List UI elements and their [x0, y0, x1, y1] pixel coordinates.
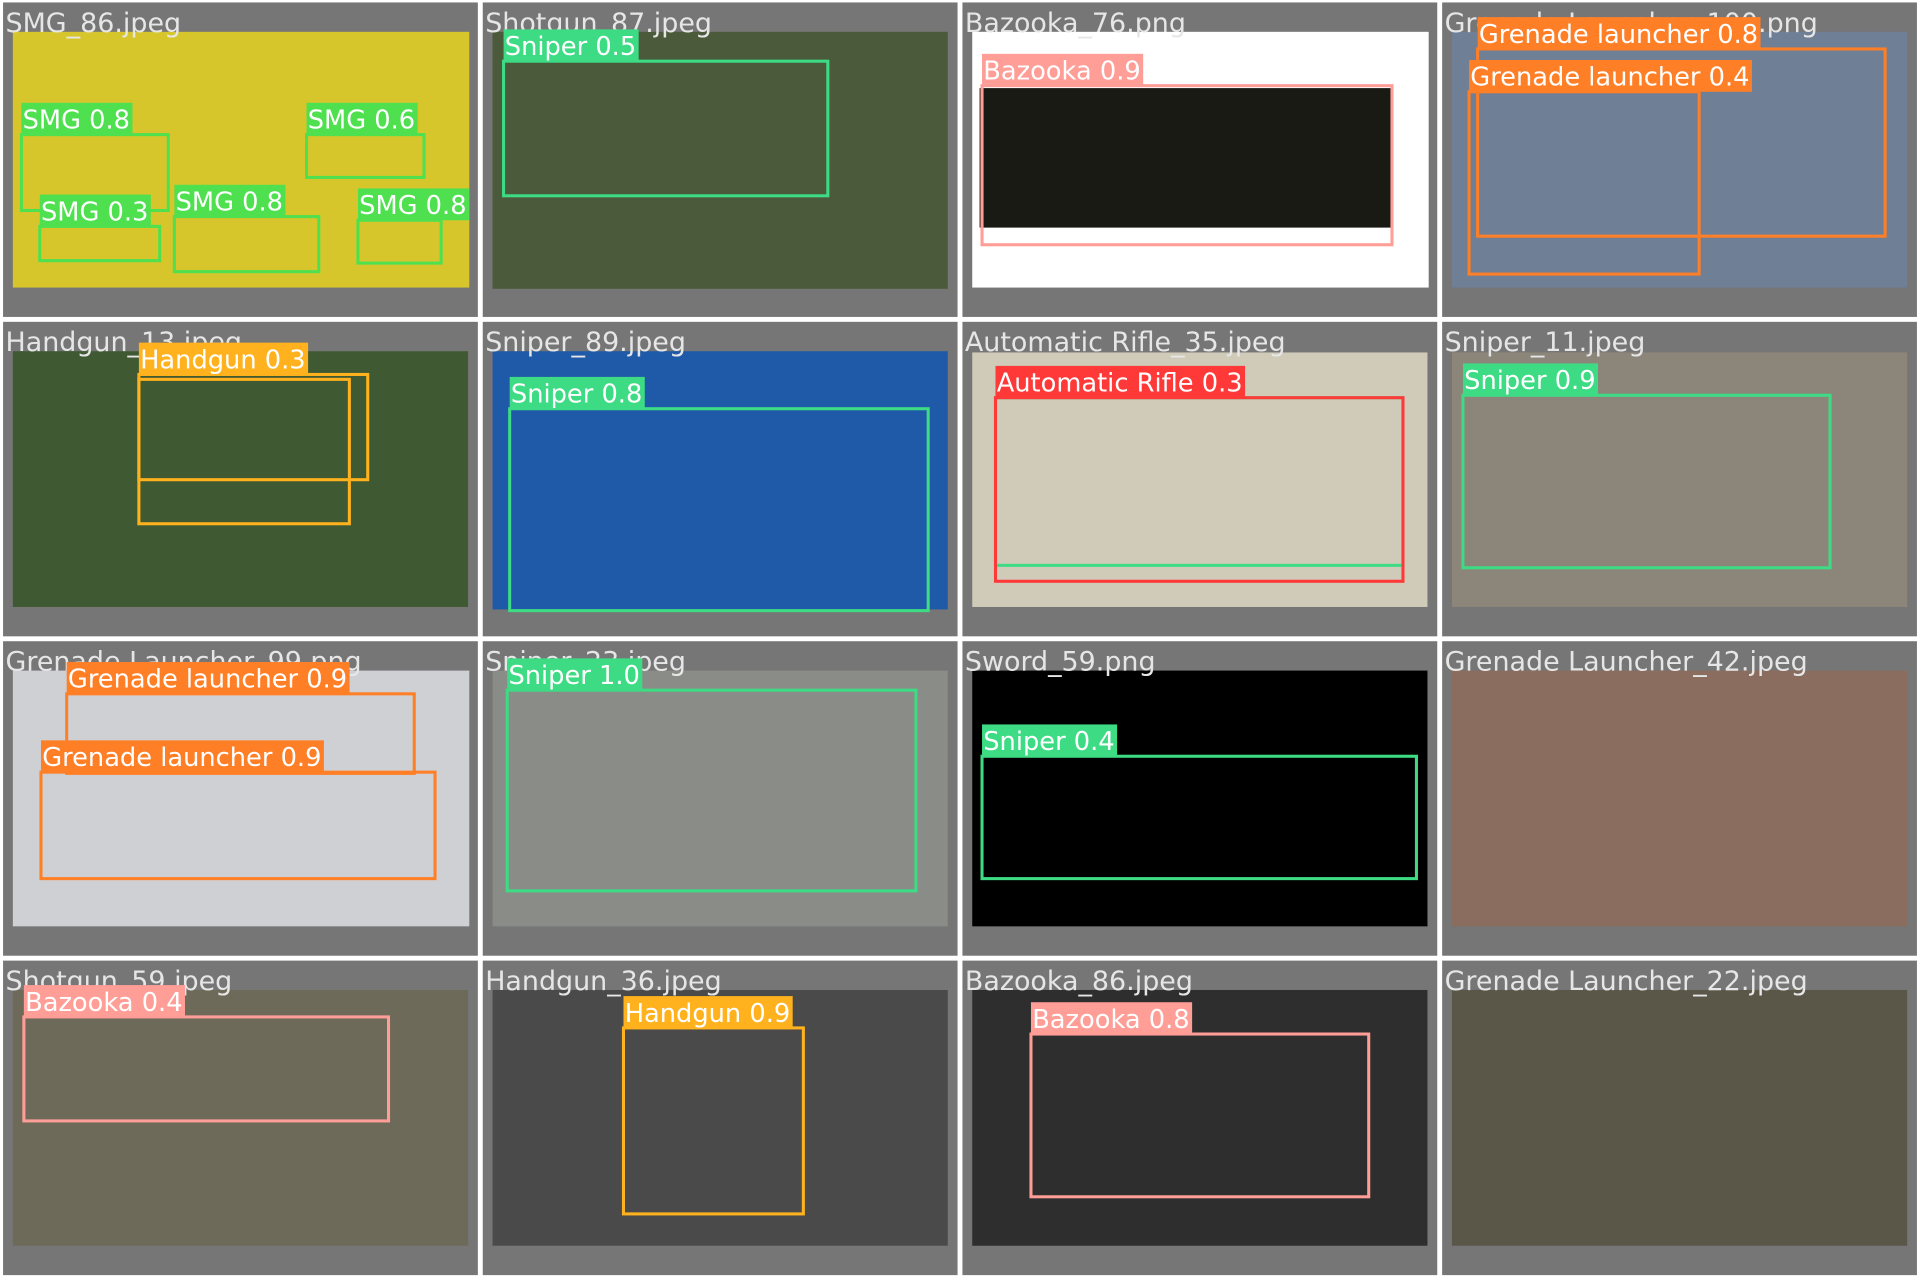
image — [492, 670, 948, 927]
label-background — [982, 724, 1118, 757]
filename: Sniper_89.jpeg — [485, 327, 686, 358]
label-background — [507, 658, 643, 691]
filename: Sword_59.png — [965, 647, 1156, 678]
detection-label: Sniper 1.0 — [508, 661, 639, 691]
label-background — [357, 188, 470, 221]
detection-label: Handgun 0.9 — [625, 999, 791, 1029]
tile: Grenade Launcher_100.pngGrenade launcher… — [1442, 2, 1917, 317]
detection-box — [502, 59, 830, 198]
detection-box — [1461, 393, 1832, 570]
filename: Handgun_36.jpeg — [485, 966, 721, 997]
image — [492, 989, 948, 1246]
tile: Grenade Launcher_99.pngGrenade launcher … — [3, 641, 478, 956]
detection-label: Grenade launcher 0.4 — [1470, 63, 1749, 93]
detection-label: Sniper 0.9 — [1464, 366, 1595, 396]
tile: Bazooka_76.png Bazooka 0.9 — [962, 2, 1438, 317]
image — [12, 670, 470, 927]
tile: Sniper_11.jpeg Sniper 0.9 — [1442, 321, 1917, 637]
image — [12, 989, 469, 1246]
detection-label: Sniper 0.5 — [505, 32, 636, 62]
image — [492, 31, 948, 289]
tile: Grenade Launcher_22.jpeg — [1442, 960, 1917, 1276]
filename: Automatic Rifle_35.jpeg — [965, 327, 1286, 358]
tile: Sword_59.png Sniper 0.4 — [962, 641, 1438, 956]
image — [1451, 989, 1908, 1246]
detection-box — [980, 84, 1394, 247]
detection-label: Bazooka 0.8 — [1032, 1005, 1189, 1035]
filename: Grenade Launcher_22.jpeg — [1445, 966, 1808, 997]
label-background — [138, 342, 309, 375]
detection-label: SMG 0.8 — [176, 187, 283, 217]
detection-label: Sniper 0.8 — [511, 380, 642, 410]
detection-label: SMG 0.8 — [359, 191, 466, 221]
filename: Sniper_11.jpeg — [1445, 327, 1646, 358]
filename: Bazooka_86.jpeg — [965, 966, 1193, 997]
detection-label: Bazooka 0.4 — [25, 988, 182, 1018]
label-background — [623, 996, 793, 1028]
detection-label: Grenade launcher 0.8 — [1479, 20, 1758, 50]
label-background — [306, 102, 418, 135]
filename: Grenade Launcher_42.jpeg — [1445, 647, 1808, 678]
detection-label: Grenade launcher 0.9 — [42, 743, 321, 773]
tile: SMG_86.jpeg SMG 0.8 SMG 0.6 SMG 0.3 SMG 0.8 S… — [3, 2, 478, 317]
tile: Grenade Launcher_42.jpeg — [1442, 641, 1917, 956]
detection-label: SMG 0.6 — [308, 105, 415, 135]
image — [12, 31, 470, 288]
detection-label: SMG 0.3 — [41, 197, 148, 227]
label-background — [1462, 363, 1599, 396]
label-background — [40, 740, 324, 773]
image-content — [979, 88, 1391, 228]
tile: Sniper_89.jpeg Sniper 0.8 — [482, 321, 958, 637]
label-background — [23, 985, 186, 1017]
label-background — [21, 102, 133, 135]
detection-box — [508, 407, 930, 613]
detection-box — [980, 754, 1418, 881]
image — [1451, 670, 1908, 927]
detection-label: Bazooka 0.9 — [983, 57, 1140, 87]
image — [972, 670, 1428, 927]
detection-label: Sniper 0.4 — [983, 727, 1114, 757]
label-background — [174, 184, 286, 217]
label-background — [66, 662, 350, 694]
label-background — [39, 194, 151, 227]
filename: SMG_86.jpeg — [6, 8, 182, 39]
label-background — [995, 365, 1246, 398]
label-background — [1030, 1002, 1193, 1035]
tile: Automatic Rifle_35.jpeg Automatic Rifle 0… — [962, 321, 1438, 637]
detection-box — [22, 1015, 391, 1123]
label-background — [1477, 17, 1761, 49]
detection-box — [505, 688, 918, 893]
detection-label: SMG 0.8 — [23, 105, 130, 135]
label-background — [509, 376, 645, 409]
tile: Bazooka_86.jpeg Bazooka 0.8 — [962, 960, 1438, 1276]
detection-label: Handgun 0.3 — [140, 345, 306, 375]
label-background — [1469, 59, 1752, 92]
filename: Bazooka_76.png — [965, 8, 1186, 39]
detection-label: Grenade launcher 0.9 — [68, 665, 347, 695]
detection-box — [1029, 1032, 1371, 1199]
detection-label: Automatic Rifle 0.3 — [997, 369, 1243, 399]
label-background — [982, 53, 1144, 86]
label-background — [503, 29, 639, 62]
